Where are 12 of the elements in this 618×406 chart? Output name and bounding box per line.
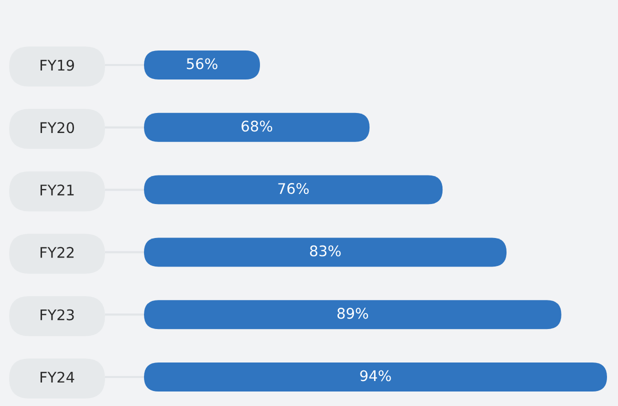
data-label: 56% [186, 58, 218, 70]
y-tick-label: FY21 [40, 184, 74, 196]
data-label: 76% [278, 183, 309, 194]
y-tick-label: FY22 [40, 246, 74, 258]
data-label: 89% [337, 308, 368, 319]
data-label: 94% [360, 370, 391, 382]
data-label: 68% [242, 120, 272, 132]
y-tick-label: FY20 [40, 122, 74, 134]
y-tick-label: FY19 [40, 60, 74, 71]
data-label: 83% [310, 245, 341, 256]
y-tick-label: FY24 [40, 372, 74, 383]
y-tick-label: FY23 [40, 309, 74, 320]
